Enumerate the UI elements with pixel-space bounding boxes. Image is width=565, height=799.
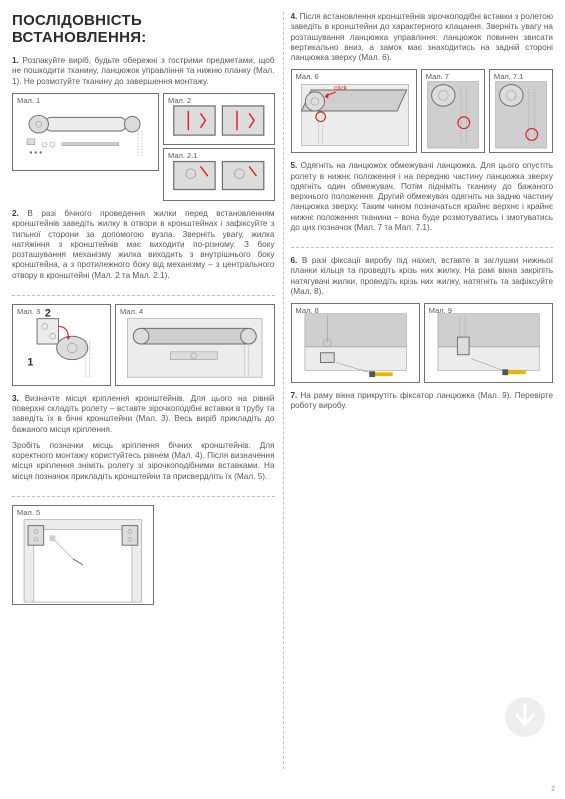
fig-8-svg (292, 304, 419, 382)
step-5-num: 5. (291, 161, 298, 170)
step-3-num: 3. (12, 394, 19, 403)
fig-71-svg (490, 70, 552, 152)
left-column: ПОСЛІДОВНІСТЬ ВСТАНОВЛЕННЯ: 1. Розпакуйт… (12, 12, 283, 791)
fig-row-3: Мал. 5 (12, 505, 275, 605)
fig-7-label: Мал. 7 (426, 72, 449, 81)
step-7-text: 7. На раму вікна прикрутіть фіксатор лан… (291, 391, 554, 412)
fig-71-label: Мал. 7.1 (494, 72, 523, 81)
step-4-body: Після встановлення кронштейнів зірочкопо… (291, 12, 554, 62)
click-label: click (334, 85, 348, 92)
step-3b-text: Зробіть позначки місць кріплення бічних … (12, 441, 275, 482)
svg-text:2: 2 (45, 307, 51, 319)
step-1-text: 1. Розпакуйте виріб, будьте обережні з г… (12, 56, 275, 87)
fig-71: Мал. 7.1 (489, 69, 553, 153)
fig-5-label: Мал. 5 (17, 508, 40, 517)
step-4-text: 4. Після встановлення кронштейнів зірочк… (291, 12, 554, 63)
step-4-num: 4. (291, 12, 298, 21)
fig-6-svg: click (292, 70, 416, 152)
step-3b-body: Зробіть позначки місць кріплення бічних … (12, 441, 275, 481)
fig-21-label: Мал. 2.1 (168, 151, 197, 160)
fig-3-label: Мал. 3 (17, 307, 40, 316)
fig-6: Мал. 6 click (291, 69, 417, 153)
fig-row-4: Мал. 6 click Мал. (291, 69, 554, 153)
step-5-body: Одягніть на ланцюжок обмежувачі ланцюжка… (291, 161, 554, 232)
step-2-text: 2. В разі бічного проведення жилки перед… (12, 209, 275, 281)
step-7-num: 7. (291, 391, 298, 400)
step-3a-text: 3. Визначте місця кріплення кронштейнів.… (12, 394, 275, 435)
fig-4-svg (116, 305, 274, 385)
fig-4-label: Мал. 4 (120, 307, 143, 316)
fig-3-svg: 1 2 (13, 305, 110, 385)
page-number: 2 (551, 786, 555, 793)
fig-9: Мал. 9 (424, 303, 553, 383)
step-7-body: На раму вікна прикрутіть фіксатор ланцюж… (291, 391, 554, 410)
step-3a-body: Визначте місця кріплення кронштейнів. Дл… (12, 394, 275, 434)
fig-5: Мал. 5 (12, 505, 154, 605)
page-title: ПОСЛІДОВНІСТЬ ВСТАНОВЛЕННЯ: (12, 12, 275, 46)
watermark-icon (503, 695, 547, 739)
step-1-body: Розпакуйте виріб, будьте обережні з гост… (12, 56, 275, 86)
step-5-text: 5. Одягніть на ланцюжок обмежувачі ланцю… (291, 161, 554, 233)
fig-1-svg (13, 94, 158, 170)
fig-row-2: Мал. 3 1 2 Мал. 4 (12, 304, 275, 386)
fig-row-5: Мал. 8 Мал. 9 (291, 303, 554, 383)
fig-8-label: Мал. 8 (296, 306, 319, 315)
fig-21: Мал. 2.1 (163, 148, 275, 201)
fig-9-label: Мал. 9 (429, 306, 452, 315)
fig-7-svg (422, 70, 484, 152)
fig-row-1: Мал. 1 (12, 93, 275, 201)
fig-7: Мал. 7 (421, 69, 485, 153)
step-6-num: 6. (291, 256, 298, 265)
dash-right-1 (291, 247, 554, 248)
right-column: 4. Після встановлення кронштейнів зірочк… (283, 12, 554, 791)
step-2-body: В разі бічного проведення жилки перед вс… (12, 209, 275, 280)
page: ПОСЛІДОВНІСТЬ ВСТАНОВЛЕННЯ: 1. Розпакуйт… (0, 0, 565, 799)
fig-8: Мал. 8 (291, 303, 420, 383)
dash-left-2 (12, 496, 275, 497)
fig-3: Мал. 3 1 2 (12, 304, 111, 386)
fig-2-label: Мал. 2 (168, 96, 191, 105)
dash-left-1 (12, 295, 275, 296)
step-2-num: 2. (12, 209, 19, 218)
fig-5-svg (13, 506, 153, 604)
svg-text:1: 1 (27, 356, 33, 368)
step-6-body: В разі фіксації виробу під нахил, вставт… (291, 256, 554, 296)
fig-1-label: Мал. 1 (17, 96, 40, 105)
fig-2: Мал. 2 (163, 93, 275, 146)
column-divider (283, 12, 284, 769)
fig-2-stack: Мал. 2 Мал. 2.1 (163, 93, 275, 201)
fig-1: Мал. 1 (12, 93, 159, 171)
step-6-text: 6. В разі фіксації виробу під нахил, вст… (291, 256, 554, 297)
step-1-num: 1. (12, 56, 19, 65)
fig-6-label: Мал. 6 (296, 72, 319, 81)
fig-4: Мал. 4 (115, 304, 275, 386)
fig-9-svg (425, 304, 552, 382)
